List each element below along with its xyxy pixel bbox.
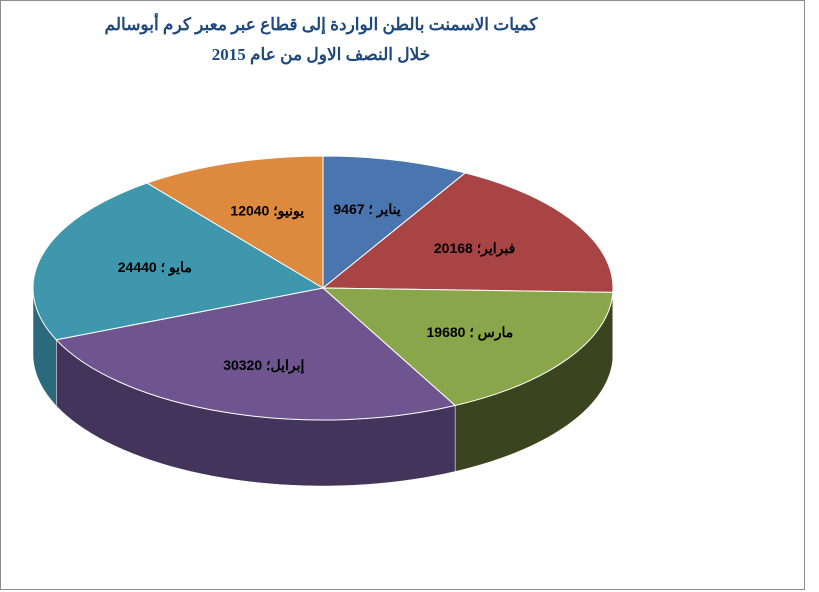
pie-slice-3 xyxy=(55,287,457,421)
data-label-3: إبرايل؛ 30320 xyxy=(223,357,304,375)
data-label-5: يونيو؛ 12040 xyxy=(230,203,304,220)
data-label-0: يناير ؛ 9467 xyxy=(333,201,400,218)
pie-chart: يناير ؛ 9467 فبراير؛ 20168 مارس ؛ 19680 إبر… xyxy=(32,155,614,487)
pie-slice-5 xyxy=(145,155,324,289)
data-label-4: مايو ؛ 24440 xyxy=(118,259,192,276)
data-label-1: فبراير؛ 20168 xyxy=(434,240,515,257)
chart-title: كميات الاسمنت بالطن الواردة إلى قطاع عبر… xyxy=(104,15,538,34)
pie-slice-0 xyxy=(322,155,467,290)
chart-subtitle: خلال النصف الاول من عام 2015 xyxy=(211,45,431,64)
pie-slice-2 xyxy=(321,287,614,407)
chart-area: كميات الاسمنت بالطن الواردة إلى قطاع عبر… xyxy=(0,0,805,590)
pie-slice-4 xyxy=(32,182,325,341)
data-label-2: مارس ؛ 19680 xyxy=(427,324,514,341)
pie-slice-1 xyxy=(321,172,614,293)
